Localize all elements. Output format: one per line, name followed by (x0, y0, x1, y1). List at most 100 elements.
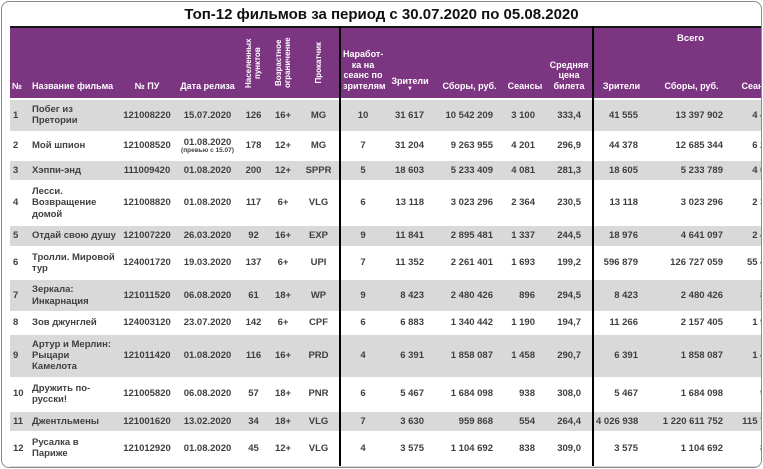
totals-viewers: 152 104 (385, 465, 435, 467)
table-row: 6 Тролли. Мировой тур 124001720 19.03.20… (10, 246, 761, 280)
cell-gross: 10 542 209 (445, 109, 493, 121)
cell-pu: 121005820 (123, 388, 171, 400)
cell-avg-price: 308,0 (557, 388, 581, 400)
cell-seances: 896 (519, 290, 535, 302)
cell-rank: 4 (13, 197, 19, 209)
cell-total-viewers: 18 605 (592, 159, 649, 182)
cell-rank: 11 (13, 415, 24, 427)
cell-release-date: 19.03.2020 (176, 247, 239, 280)
table-row: 9 Артур и Мерлин: Рыцари Камелота 121011… (10, 333, 761, 378)
totals-label: ИТОГО топ-12: (10, 465, 385, 467)
cell-film-name: Хэппи-энд (32, 164, 82, 176)
cell-age-rating: 18+ (274, 415, 292, 427)
cell-total-gross: 2 480 426 (680, 290, 723, 302)
cell-total-seances: 938 (734, 378, 761, 411)
cell-per-seance: 4 (339, 431, 385, 465)
cell-total-viewers: 8 423 (592, 279, 649, 313)
cell-towns: 34 (248, 415, 259, 427)
table-row: 3 Хэппи-энд 111009420 01.08.2020 200 12+… (10, 159, 761, 182)
films-table: № Название фильма № ПУ Дата релиза Насел… (10, 26, 761, 467)
header-distributor-label: Прокатчик (313, 42, 323, 84)
header-film-name: Название фильма (30, 27, 118, 99)
cell-seances: 4 201 (511, 140, 535, 152)
totals-empty (546, 465, 761, 467)
cell-distributor: VLG (308, 442, 329, 454)
cell-age-rating: 12+ (274, 442, 292, 454)
header-avg-price: Средняя цена билета (546, 27, 593, 99)
cell-total-seances: 838 (734, 432, 761, 465)
cell-total-gross: 126 727 059 (670, 257, 723, 269)
cell-film-name: Джентльмены (32, 415, 99, 427)
cell-distributor: CPF (309, 317, 328, 329)
cell-total-gross: 1 220 611 752 (662, 415, 723, 427)
cell-pu: 121012920 (123, 442, 171, 454)
header-pu: № ПУ (118, 27, 176, 99)
cell-age-rating: 16+ (274, 349, 292, 361)
header-group-total: Всего (592, 27, 761, 61)
cell-rank: 6 (13, 257, 19, 269)
cell-distributor: UPI (310, 257, 327, 269)
cell-viewers: 8 423 (400, 290, 424, 302)
cell-towns: 45 (248, 442, 259, 454)
cell-film-name: Побег из Претории (32, 104, 78, 127)
cell-pu: 121007220 (123, 230, 171, 242)
cell-total-viewers: 3 575 (592, 431, 649, 465)
header-gross: Сборы, руб. (435, 27, 504, 99)
cell-avg-price: 309,0 (557, 442, 581, 454)
cell-release-date: 13.02.2020 (176, 411, 239, 432)
header-age-rating: Возрастное ограничение (268, 27, 298, 99)
cell-age-rating: 12+ (274, 164, 292, 176)
release-date-value: 15.07.2020 (183, 109, 232, 121)
cell-rank: 2 (13, 140, 19, 152)
cell-per-seance: 6 (339, 377, 385, 411)
cell-release-date: 06.08.2020 (176, 378, 239, 411)
cell-distributor: VLG (308, 197, 329, 209)
cell-viewers: 6 883 (400, 317, 424, 329)
cell-age-rating: 6+ (277, 197, 289, 209)
release-date-value: 23.07.2020 (183, 317, 232, 329)
cell-per-seance: 7 (339, 410, 385, 432)
header-towns: Населенных пунктов (239, 27, 268, 99)
header-distributor: Прокатчик (298, 27, 340, 99)
cell-seances: 838 (519, 442, 535, 454)
cell-film-name: Лесси. Возвращение домой (32, 186, 97, 220)
release-date-value: 19.03.2020 (183, 257, 232, 269)
cell-gross: 959 868 (458, 415, 493, 427)
release-date-value: 06.08.2020 (183, 290, 232, 302)
release-date-value: 13.02.2020 (183, 415, 232, 427)
cell-total-gross: 12 685 344 (675, 140, 723, 152)
cell-pu: 121001620 (123, 415, 171, 427)
cell-total-seances: 115 780 (742, 415, 761, 427)
cell-film-name: Мой шпион (32, 140, 86, 152)
cell-gross: 5 233 409 (450, 164, 493, 176)
cell-seances: 4 081 (511, 164, 535, 176)
cell-pu: 111009420 (123, 164, 171, 176)
cell-film-name: Артур и Мерлин: Рыцари Камелота (32, 338, 112, 373)
table-row: 5 Отдай свою душу 121007220 26.03.2020 9… (10, 225, 761, 247)
cell-total-gross: 1 684 098 (680, 388, 723, 400)
cell-avg-price: 230,5 (557, 197, 581, 209)
release-date-note: (превью с 15.07) (181, 147, 234, 155)
cell-age-rating: 12+ (274, 140, 292, 152)
cell-distributor: MG (310, 109, 327, 121)
cell-distributor: WP (310, 290, 327, 302)
cell-total-seances: 6 206 (752, 140, 761, 152)
cell-viewers: 18 603 (394, 164, 424, 176)
cell-rank: 12 (13, 442, 24, 454)
cell-release-date: 26.03.2020 (176, 225, 239, 246)
cell-total-seances: 55 443 (746, 257, 761, 269)
cell-towns: 200 (245, 164, 262, 176)
cell-viewers: 11 352 (395, 257, 424, 269)
cell-total-seances: 896 (734, 279, 761, 312)
cell-film-name: Русалка в Париже (32, 436, 79, 460)
cell-film-name: Отдай свою душу (32, 230, 116, 242)
cell-rank: 7 (13, 290, 19, 302)
header-viewers-sort[interactable]: Зрители ▼ (385, 27, 435, 99)
cell-seances: 1 337 (511, 230, 535, 242)
cell-towns: 178 (245, 140, 262, 152)
cell-film-name: Зов джунглей (32, 317, 97, 329)
cell-gross: 3 023 296 (450, 197, 493, 209)
cell-total-gross: 13 397 902 (675, 109, 723, 121)
cell-total-gross: 2 157 405 (680, 317, 723, 329)
